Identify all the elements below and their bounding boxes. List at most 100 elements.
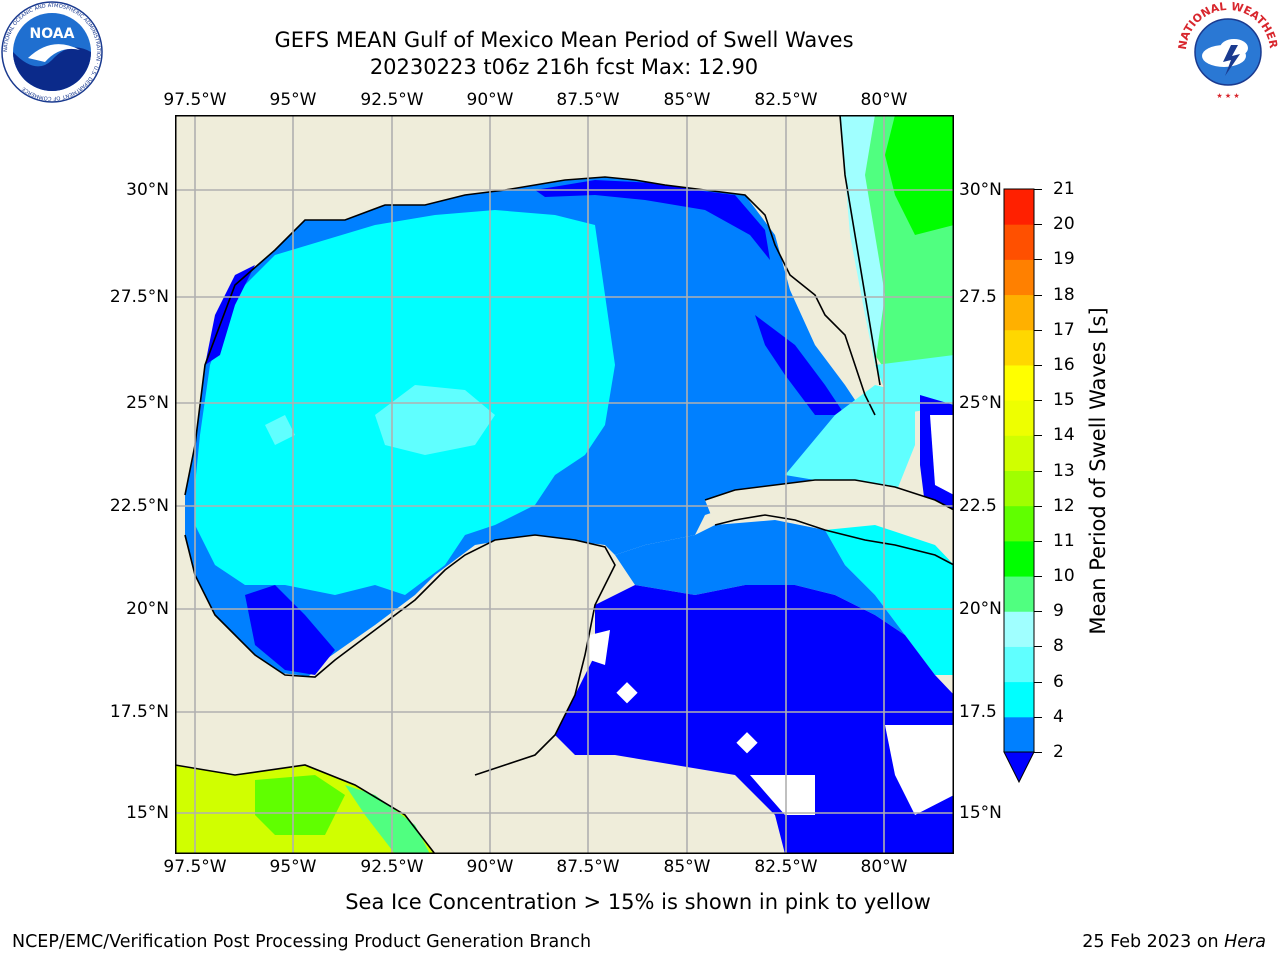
coast-blue xyxy=(205,265,255,365)
lon-tick-bottom: 82.5°W xyxy=(754,857,818,877)
lon-tick-top: 92.5°W xyxy=(360,90,424,110)
colorbar-band xyxy=(1004,470,1034,507)
lat-tick-left: 17.5°N xyxy=(109,702,169,722)
lat-tick-right: 30°N xyxy=(959,180,1002,200)
missing-data xyxy=(616,682,638,704)
lon-tick-bottom: 92.5°W xyxy=(360,857,424,877)
lat-tick-right: 20°N xyxy=(959,599,1002,619)
map-panel xyxy=(175,115,954,854)
colorbar-tick-mark xyxy=(1034,294,1042,296)
colorbar-tick-label: 14 xyxy=(1053,425,1075,446)
bahamas-white xyxy=(930,415,954,495)
svg-text:★ ★ ★: ★ ★ ★ xyxy=(1216,92,1239,100)
atlantic-cyan xyxy=(840,115,885,365)
coastlines xyxy=(175,115,954,854)
lat-tick-left: 25°N xyxy=(126,393,169,413)
footer-credit: NCEP/EMC/Verification Post Processing Pr… xyxy=(12,932,592,952)
lat-tick-left: 22.5°N xyxy=(109,496,169,516)
colorbar-tick-mark xyxy=(1034,329,1042,331)
caribbean-cyan xyxy=(825,525,954,675)
caribbean-deep xyxy=(555,585,954,854)
lon-tick-top: 80°W xyxy=(860,90,908,110)
colorbar-band xyxy=(1004,611,1034,647)
footer-date: 25 Feb 2023 on Hera xyxy=(1082,932,1266,952)
nws-logo-icon: NATIONAL WEATHER SERVICE ★ ★ ★ xyxy=(1176,0,1280,102)
colorbar-band xyxy=(1004,189,1034,225)
colorbar-band xyxy=(1004,540,1034,577)
colorbar-tick-label: 4 xyxy=(1053,706,1064,727)
lat-tick-right: 25°N xyxy=(959,393,1002,413)
colorbar-band xyxy=(1004,259,1034,296)
colorbar-tick-mark xyxy=(1034,752,1042,753)
colorbar-bands xyxy=(1004,189,1034,753)
colorbar-tick-mark xyxy=(1034,716,1042,718)
pacific-green xyxy=(255,775,345,835)
noaa-logo-icon: NOAA NATIONAL OCEANIC AND ATMOSPHERIC AD… xyxy=(1,1,103,103)
coastline-cuba-south xyxy=(714,514,954,566)
lon-tick-top: 97.5°W xyxy=(163,90,227,110)
lon-tick-bottom: 87.5°W xyxy=(556,857,620,877)
colorbar-extend-min xyxy=(1003,751,1035,784)
missing-data xyxy=(590,630,610,665)
coastline-pacific xyxy=(175,764,436,854)
lat-tick-right: 17.5 xyxy=(959,702,997,722)
colorbar-band xyxy=(1004,646,1034,683)
colorbar-band xyxy=(1004,329,1034,366)
colorbar-band xyxy=(1004,716,1034,753)
lon-tick-bottom: 80°W xyxy=(860,857,908,877)
missing-data xyxy=(736,732,758,754)
missing-data xyxy=(750,775,815,815)
colorbar-tick-mark xyxy=(1034,435,1042,437)
lon-tick-top: 90°W xyxy=(466,90,514,110)
gridlines xyxy=(175,115,954,854)
colorbar-tick-mark xyxy=(1034,576,1042,578)
colorbar-tick-label: 21 xyxy=(1053,179,1075,199)
coast-blue xyxy=(755,315,845,415)
lon-tick-bottom: 95°W xyxy=(269,857,317,877)
colorbar-band xyxy=(1004,576,1034,612)
lat-tick-right: 27.5 xyxy=(959,287,997,307)
colorbar-tick-mark xyxy=(1034,470,1042,472)
missing-data xyxy=(885,725,954,815)
colorbar-tick-label: 2 xyxy=(1053,742,1064,762)
colorbar-tick-label: 11 xyxy=(1053,530,1075,551)
coast-blue xyxy=(245,585,335,675)
lon-tick-top: 87.5°W xyxy=(556,90,620,110)
colorbar-tick-label: 6 xyxy=(1053,671,1064,692)
colorbar-tick-mark xyxy=(1034,646,1042,648)
straits-cyan xyxy=(785,385,915,495)
colorbar-tick-label: 18 xyxy=(1053,284,1075,305)
colorbar-band xyxy=(1004,364,1034,401)
colorbar-label: Mean Period of Swell Waves [s] xyxy=(1086,307,1110,635)
coast-blue xyxy=(535,180,770,260)
lon-tick-bottom: 90°W xyxy=(466,857,514,877)
colorbar-band xyxy=(1004,681,1034,718)
pacific-cyan xyxy=(345,785,430,854)
lat-tick-left: 27.5°N xyxy=(109,287,169,307)
footer-machine: Hera xyxy=(1224,932,1266,952)
map-title: GEFS MEAN Gulf of Mexico Mean Period of … xyxy=(274,28,854,52)
colorbar-band xyxy=(1004,435,1034,471)
lat-tick-left: 30°N xyxy=(126,180,169,200)
coastline-cuba xyxy=(704,479,954,511)
svg-text:NOAA: NOAA xyxy=(30,26,75,42)
colorbar-tick-label: 19 xyxy=(1053,249,1075,270)
lat-tick-left: 15°N xyxy=(126,803,169,823)
colorbar-tick-mark xyxy=(1034,505,1042,507)
coastline-mexico-south xyxy=(184,534,616,776)
colorbar-band xyxy=(1004,400,1034,436)
gulf-light-cyan xyxy=(265,415,295,445)
sea-ice-note: Sea Ice Concentration > 15% is shown in … xyxy=(345,890,931,914)
colorbar-tick-label: 13 xyxy=(1053,460,1075,481)
map-frame xyxy=(175,115,954,854)
colorbar-tick-label: 17 xyxy=(1053,319,1075,340)
colorbar xyxy=(1003,188,1035,784)
colorbar-tick-label: 10 xyxy=(1053,566,1075,587)
colorbar-band xyxy=(1004,224,1034,260)
lat-tick-right: 22.5 xyxy=(959,496,997,516)
colorbar-tick-mark xyxy=(1034,540,1042,542)
lon-tick-top: 85°W xyxy=(663,90,711,110)
colorbar-tick-mark xyxy=(1034,224,1042,226)
lon-tick-bottom: 97.5°W xyxy=(163,857,227,877)
lon-tick-top: 82.5°W xyxy=(754,90,818,110)
